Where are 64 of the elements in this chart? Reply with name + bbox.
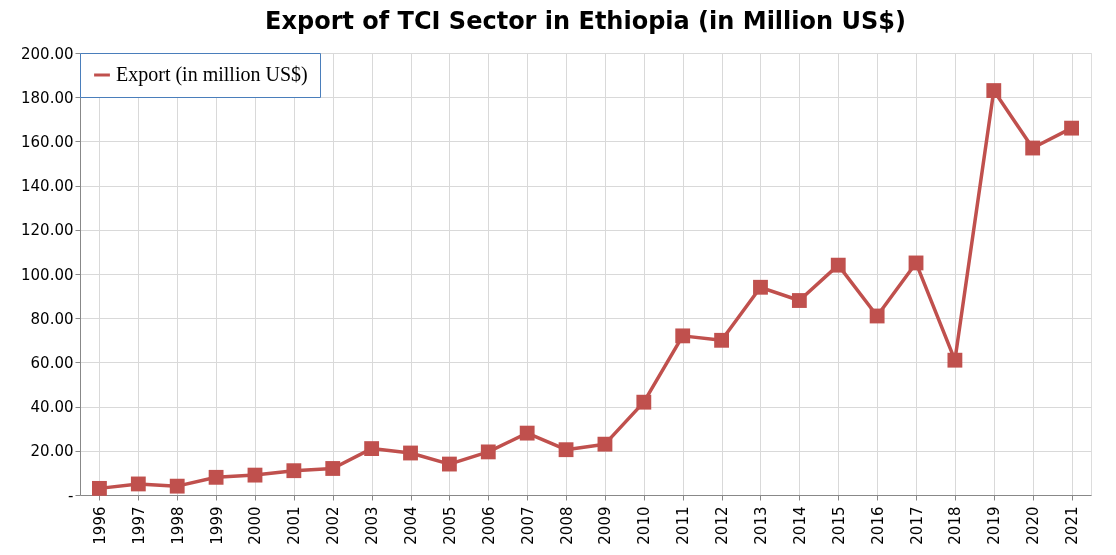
x-tick-label: 2010	[635, 506, 654, 545]
x-tick-label: 2003	[363, 506, 382, 545]
point	[869, 308, 885, 324]
point	[597, 436, 613, 452]
point	[325, 461, 341, 476]
x-tick-label: 2016	[868, 506, 887, 545]
y-tick-label: 40.00	[30, 398, 74, 417]
x-tick-label: 2000	[246, 506, 265, 545]
y-tick-label: -	[68, 486, 74, 505]
x-tick-label: 2007	[518, 506, 537, 545]
point	[169, 478, 185, 494]
point	[753, 279, 768, 295]
x-tick-label: 2005	[440, 506, 459, 545]
x-tick-label: 2002	[324, 506, 343, 545]
point	[636, 394, 652, 410]
point	[558, 442, 574, 458]
x-tick-label: 2009	[596, 506, 615, 545]
y-tick-label: 80.00	[30, 309, 74, 328]
x-tick-label: 2004	[402, 506, 421, 545]
point	[1025, 140, 1041, 156]
point	[286, 463, 302, 479]
x-tick-label: 2008	[557, 506, 576, 545]
point	[675, 328, 691, 344]
point	[830, 257, 846, 273]
y-tick-label: 60.00	[30, 353, 74, 372]
point	[480, 444, 496, 460]
y-tick-label: 120.00	[21, 221, 74, 240]
x-tick-label: 2017	[907, 506, 926, 545]
x-tick-label: 2001	[285, 506, 304, 545]
x-tick-label: 1999	[207, 506, 226, 545]
x-tick-label: 2019	[985, 506, 1004, 545]
x-tick-label: 1997	[129, 506, 148, 545]
point	[208, 469, 224, 485]
x-tick-label: 2021	[1063, 506, 1082, 545]
y-tick-label: 140.00	[21, 177, 74, 196]
legend-label: Export (in million US$)	[116, 63, 308, 86]
chart-title: Export of TCI Sector in Ethiopia (in Million US$)	[265, 7, 906, 35]
y-tick-label: 200.00	[21, 44, 74, 63]
y-tick-label: 100.00	[21, 265, 74, 284]
y-tick-label: 20.00	[30, 442, 74, 461]
point	[986, 83, 1002, 98]
x-tick-label: 2012	[713, 506, 732, 545]
point	[403, 445, 418, 461]
x-tick-label: 2015	[829, 506, 848, 545]
x-tick-label: 1996	[90, 506, 109, 545]
point	[791, 293, 807, 308]
point	[247, 467, 263, 483]
x-tick-label: 2020	[1024, 506, 1043, 545]
x-tick-label: 2006	[479, 506, 498, 545]
point	[364, 441, 380, 457]
y-tick-label: 160.00	[21, 132, 74, 151]
point	[714, 332, 730, 348]
point	[130, 476, 146, 492]
point	[441, 456, 457, 472]
x-tick-label: 2013	[751, 506, 770, 545]
point	[519, 425, 535, 441]
point	[92, 480, 107, 496]
point	[947, 352, 963, 368]
x-tick-label: 2011	[674, 506, 693, 545]
x-tick-label: 2014	[790, 506, 809, 545]
point	[1064, 120, 1079, 136]
y-tick-label: 180.00	[21, 88, 74, 107]
x-tick-label: 1998	[168, 506, 187, 545]
x-tick-label: 2018	[946, 506, 965, 545]
